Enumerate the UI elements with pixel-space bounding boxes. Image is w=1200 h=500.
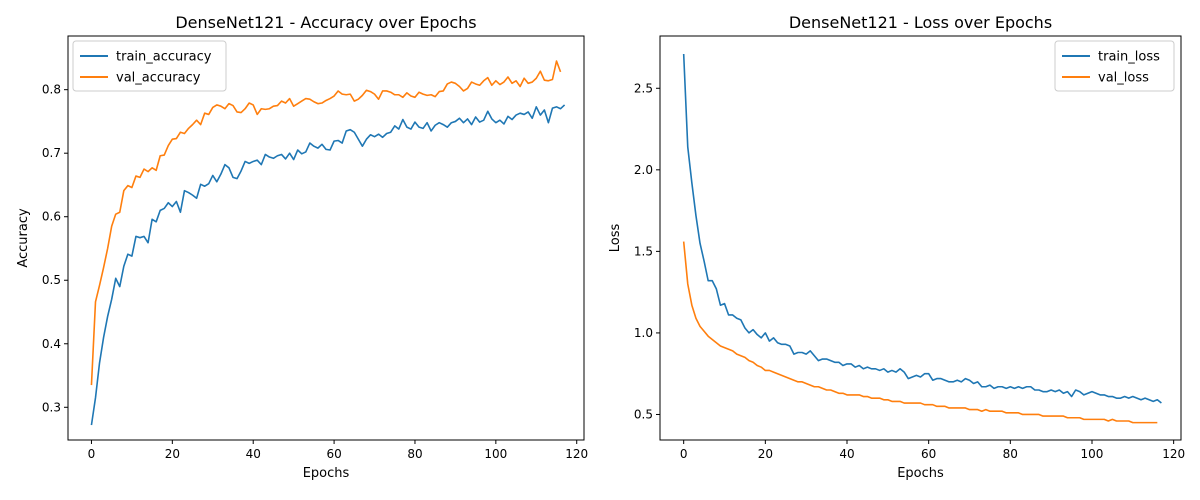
accuracy-chart: 0 20 40 60 80 100 120 0.3 0.4 0.5 0.6 0.7 0.8 DenseNe… <box>16 13 588 481</box>
x-tick-label: 40 <box>839 447 854 461</box>
series-line-train_loss <box>682 53 1162 404</box>
y-tick-label: 0.3 <box>42 400 61 414</box>
y-tick-label: 0.8 <box>42 83 61 97</box>
legend-box <box>72 40 227 92</box>
plot-frame <box>67 35 585 441</box>
x-axis-label: Epochs <box>897 466 944 481</box>
y-axis-label: Accuracy <box>16 208 31 268</box>
y-tick-label: 2.0 <box>634 163 653 177</box>
x-tick-label: 0 <box>680 447 688 461</box>
x-tick-label: 40 <box>246 447 261 461</box>
x-tick-label: 120 <box>1162 447 1185 461</box>
y-tick-label: 0.5 <box>42 273 61 287</box>
x-tick-label: 100 <box>1081 447 1104 461</box>
legend-label: train_accuracy <box>116 50 212 65</box>
y-tick-label: 1.5 <box>634 244 653 258</box>
legend-label: train_loss <box>1098 50 1160 65</box>
chart-title: DenseNet121 - Accuracy over Epochs <box>175 13 476 32</box>
y-tick-label: 1.0 <box>634 326 653 340</box>
x-tick-label: 100 <box>484 447 507 461</box>
y-tick-label: 0.6 <box>42 210 61 224</box>
legend: train_loss val_loss <box>1054 40 1175 92</box>
legend-box <box>1054 40 1175 92</box>
chart-title: DenseNet121 - Loss over Epochs <box>789 13 1052 32</box>
x-tick-label: 80 <box>1003 447 1018 461</box>
legend-label: val_accuracy <box>116 71 201 86</box>
legend: train_accuracy val_accuracy <box>72 40 227 92</box>
x-tick-label: 20 <box>758 447 773 461</box>
series-line-train_accuracy <box>90 104 566 426</box>
y-axis-label: Loss <box>608 224 623 253</box>
x-tick-label: 60 <box>921 447 936 461</box>
x-axis-label: Epochs <box>303 466 350 481</box>
x-tick-label: 0 <box>88 447 96 461</box>
y-tick-label: 2.5 <box>634 81 653 95</box>
x-tick-label: 60 <box>326 447 341 461</box>
x-tick-label: 20 <box>165 447 180 461</box>
x-tick-label: 80 <box>407 447 422 461</box>
legend-label: val_loss <box>1098 71 1149 86</box>
loss-chart: 0 20 40 60 80 100 120 0.5 1.0 1.5 2.0 2.5 DenseNet12… <box>608 13 1185 481</box>
y-tick-label: 0.5 <box>634 407 653 421</box>
plot-frame <box>659 35 1182 441</box>
series-line-val_accuracy <box>90 60 562 386</box>
series-line-val_loss <box>682 241 1158 424</box>
x-tick-label: 120 <box>565 447 588 461</box>
y-tick-label: 0.7 <box>42 146 61 160</box>
y-tick-label: 0.4 <box>42 337 61 351</box>
